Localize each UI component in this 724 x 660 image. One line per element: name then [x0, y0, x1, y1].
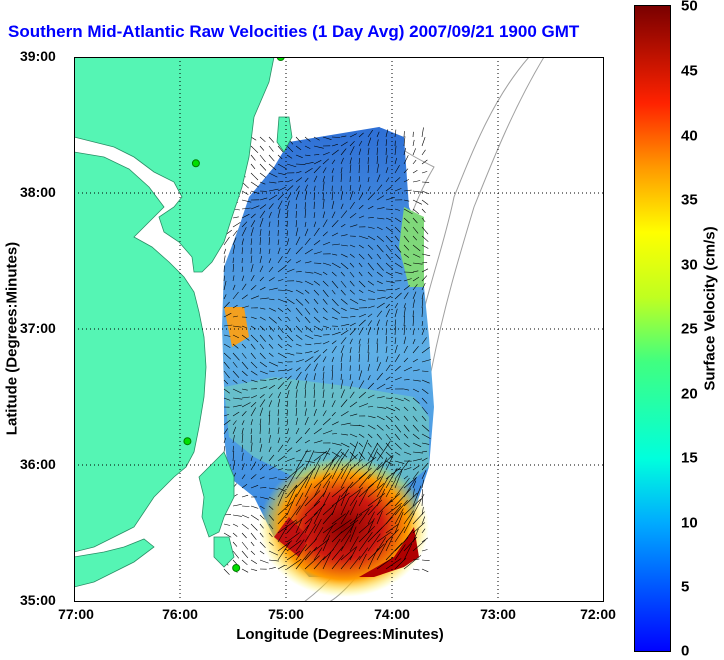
- x-tick-label: 76:00: [162, 606, 198, 622]
- x-tick-label: 75:00: [268, 606, 304, 622]
- colorbar-tick-label: 5: [681, 579, 689, 596]
- colorbar-tick-label: 50: [681, 0, 698, 15]
- map-title: Southern Mid-Atlantic Raw Velocities (1 …: [8, 22, 628, 42]
- map-plot-area[interactable]: [74, 57, 604, 602]
- colorbar-tick-label: 20: [681, 386, 698, 403]
- y-tick-label: 37:00: [20, 320, 56, 336]
- y-tick-label: 39:00: [20, 48, 56, 64]
- radar-station-marker: [192, 160, 199, 167]
- x-tick-label: 72:00: [580, 606, 616, 622]
- colorbar-tick-label: 40: [681, 128, 698, 145]
- colorbar-label: Surface Velocity (cm/s): [702, 169, 719, 449]
- x-tick-label: 74:00: [374, 606, 410, 622]
- radar-station-marker: [184, 438, 191, 445]
- colorbar-tick-label: 10: [681, 515, 698, 532]
- x-tick-label: 73:00: [480, 606, 516, 622]
- y-tick-label: 36:00: [20, 456, 56, 472]
- y-tick-label: 38:00: [20, 184, 56, 200]
- colorbar-gradient: [635, 6, 671, 652]
- colorbar-tick-label: 15: [681, 450, 698, 467]
- radar-station-marker: [233, 564, 240, 571]
- velocity-colorbar: [634, 5, 671, 652]
- y-axis-label: Latitude (Degrees:Minutes): [4, 199, 21, 479]
- colorbar-tick-label: 45: [681, 63, 698, 80]
- colorbar-tick-label: 35: [681, 192, 698, 209]
- y-tick-label: 35:00: [20, 592, 56, 608]
- colorbar-tick-label: 0: [681, 643, 689, 660]
- x-axis-label: Longitude (Degrees:Minutes): [0, 626, 680, 643]
- map-svg: [74, 57, 604, 602]
- x-tick-label: 77:00: [58, 606, 94, 622]
- colorbar-tick-label: 25: [681, 321, 698, 338]
- colorbar-tick-label: 30: [681, 257, 698, 274]
